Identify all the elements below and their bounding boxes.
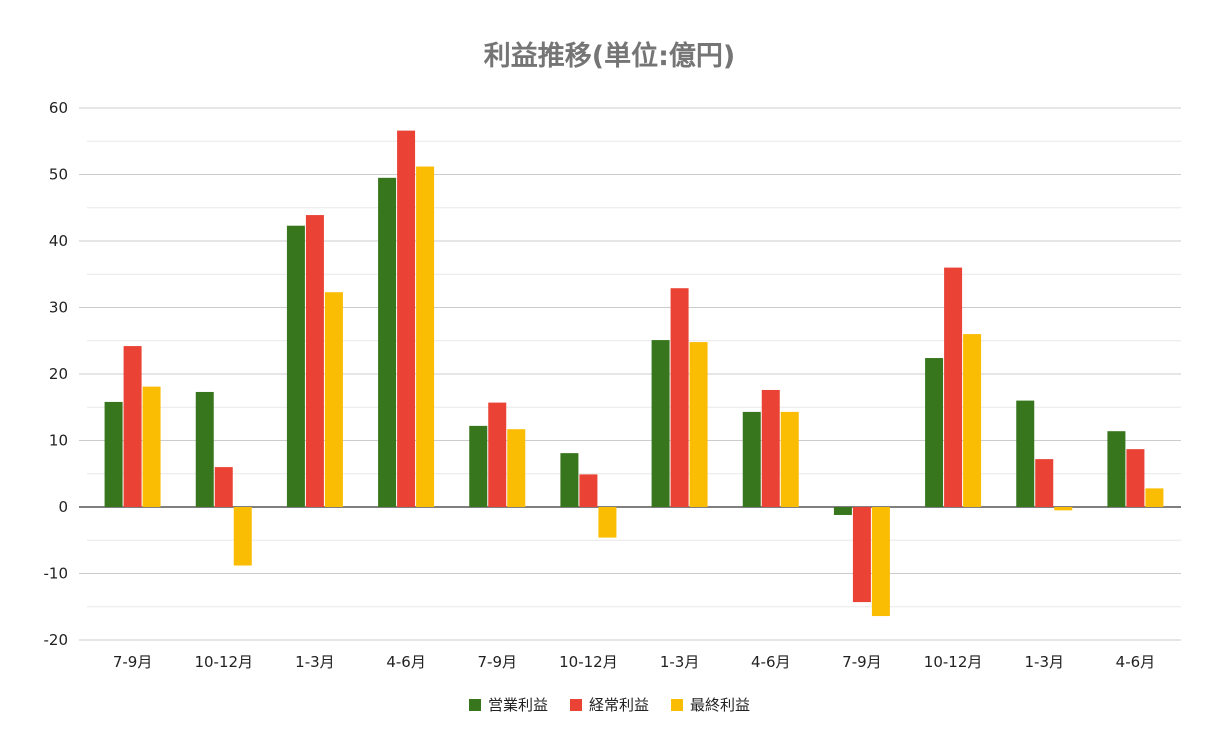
x-tick-label: 1-3月 xyxy=(660,653,700,671)
chart-title: 利益推移(単位:億円) xyxy=(483,41,736,72)
y-tick-label: 60 xyxy=(49,99,68,117)
bar-series-1-cat-2 xyxy=(305,215,324,507)
legend-item-series-0: 営業利益 xyxy=(468,694,548,715)
bar-series-2-cat-7 xyxy=(780,411,799,507)
bar-series-2-cat-11 xyxy=(1145,488,1164,507)
legend-label: 経常利益 xyxy=(588,696,649,714)
x-tick-label: 10-12月 xyxy=(559,653,618,671)
bar-series-2-cat-10 xyxy=(1054,507,1073,511)
bar-series-0-cat-10 xyxy=(1016,400,1035,507)
gridlines xyxy=(79,107,1181,641)
legend-label: 営業利益 xyxy=(487,696,548,714)
legend: 営業利益 経常利益 最終利益 xyxy=(0,694,1219,715)
x-axis-ticks: 7-9月 10-12月 1-3月 4-6月 7-9月 10-12月 1-3月 4-6月 7-9月… xyxy=(113,653,1155,671)
legend-swatch xyxy=(671,698,683,711)
bar-series-0-cat-2 xyxy=(286,225,305,507)
bar-series-2-cat-4 xyxy=(507,429,526,507)
legend-label: 最終利益 xyxy=(690,696,751,714)
y-tick-label: -20 xyxy=(44,631,69,649)
bar-series-1-cat-1 xyxy=(214,467,233,507)
bar-series-2-cat-0 xyxy=(142,386,161,507)
bar-series-1-cat-7 xyxy=(761,389,780,507)
y-tick-label: 20 xyxy=(49,365,68,383)
legend-swatch xyxy=(468,698,481,711)
bar-series-0-cat-4 xyxy=(469,425,488,507)
legend-swatch xyxy=(569,698,582,711)
x-tick-label: 7-9月 xyxy=(842,653,882,671)
bar-series-2-cat-5 xyxy=(598,507,617,538)
legend-item-series-1: 経常利益 xyxy=(569,694,649,715)
x-tick-label: 1-3月 xyxy=(1025,653,1065,671)
y-tick-label: -10 xyxy=(44,565,69,583)
bar-series-2-cat-1 xyxy=(233,507,252,566)
bar-series-2-cat-8 xyxy=(871,507,890,617)
y-tick-label: 50 xyxy=(49,166,68,184)
legend-item-series-2: 最終利益 xyxy=(671,694,750,715)
bar-series-0-cat-1 xyxy=(195,391,214,507)
bar-series-0-cat-3 xyxy=(378,177,397,507)
bars xyxy=(104,130,1164,617)
bar-series-0-cat-9 xyxy=(925,358,944,507)
y-tick-label: 10 xyxy=(49,432,68,450)
bar-series-1-cat-8 xyxy=(852,507,871,603)
bar-series-1-cat-9 xyxy=(944,267,963,507)
x-tick-label: 1-3月 xyxy=(295,653,335,671)
bar-series-1-cat-11 xyxy=(1126,449,1145,507)
bar-series-2-cat-3 xyxy=(416,166,435,507)
bar-series-1-cat-6 xyxy=(670,288,689,507)
bar-series-2-cat-6 xyxy=(689,342,708,507)
y-tick-label: 30 xyxy=(49,299,68,317)
x-tick-label: 10-12月 xyxy=(194,653,253,671)
bar-series-0-cat-7 xyxy=(742,411,761,507)
x-tick-label: 4-6月 xyxy=(386,653,426,671)
bar-series-0-cat-8 xyxy=(833,507,852,515)
bar-series-2-cat-2 xyxy=(324,292,343,507)
bar-series-0-cat-6 xyxy=(651,340,670,507)
bar-series-0-cat-0 xyxy=(104,401,123,507)
bar-series-1-cat-0 xyxy=(123,346,142,507)
y-axis-ticks: 60 50 40 30 20 10 0 -10 -20 xyxy=(44,99,69,649)
x-tick-label: 7-9月 xyxy=(478,653,518,671)
x-tick-label: 4-6月 xyxy=(1116,653,1156,671)
bar-series-1-cat-10 xyxy=(1035,459,1054,507)
x-tick-label: 4-6月 xyxy=(751,653,791,671)
x-tick-label: 7-9月 xyxy=(113,653,153,671)
x-tick-label: 10-12月 xyxy=(924,653,983,671)
bar-series-1-cat-5 xyxy=(579,474,598,507)
bar-series-1-cat-4 xyxy=(488,402,507,507)
bar-series-2-cat-9 xyxy=(963,334,982,507)
bar-series-0-cat-5 xyxy=(560,453,579,507)
y-tick-label: 40 xyxy=(49,232,68,250)
bar-series-1-cat-3 xyxy=(397,130,416,508)
bar-series-0-cat-11 xyxy=(1107,431,1126,507)
y-tick-label: 0 xyxy=(58,498,68,516)
